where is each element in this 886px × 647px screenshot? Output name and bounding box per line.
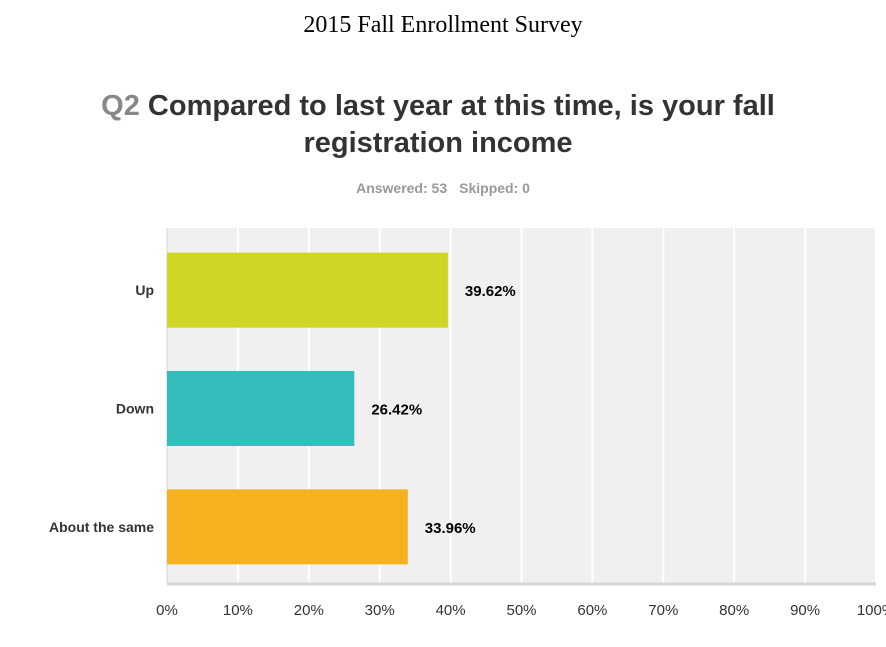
category-label: Up xyxy=(135,282,154,298)
x-tick-label: 100% xyxy=(857,602,886,619)
x-tick-label: 10% xyxy=(223,602,253,619)
answered-count: Answered: 53 xyxy=(356,180,448,196)
x-tick-label: 30% xyxy=(365,602,395,619)
question-number: Q2 xyxy=(101,90,140,122)
question-title: Q2 Compared to last year at this time, i… xyxy=(100,88,776,162)
category-label: About the same xyxy=(49,519,154,535)
data-label: 33.96% xyxy=(425,520,476,537)
document-title: 2015 Fall Enrollment Survey xyxy=(303,12,583,38)
x-tick-label: 90% xyxy=(790,602,820,619)
category-label: Down xyxy=(116,401,154,417)
response-stats: Answered: 53 Skipped: 0 xyxy=(0,180,886,196)
data-label: 39.62% xyxy=(465,283,516,300)
x-tick-label: 40% xyxy=(436,602,466,619)
bar-about-the-same xyxy=(167,489,408,565)
x-tick-label: 0% xyxy=(156,602,178,619)
bar-up xyxy=(167,252,448,328)
data-label: 26.42% xyxy=(371,402,422,419)
skipped-count: Skipped: 0 xyxy=(459,180,530,196)
x-tick-label: 80% xyxy=(719,602,749,619)
x-tick-label: 20% xyxy=(294,602,324,619)
bar-down xyxy=(167,371,355,446)
x-tick-label: 70% xyxy=(648,602,678,619)
x-tick-label: 50% xyxy=(506,602,536,619)
x-tick-label: 60% xyxy=(577,602,607,619)
question-text: Compared to last year at this time, is y… xyxy=(147,90,775,159)
